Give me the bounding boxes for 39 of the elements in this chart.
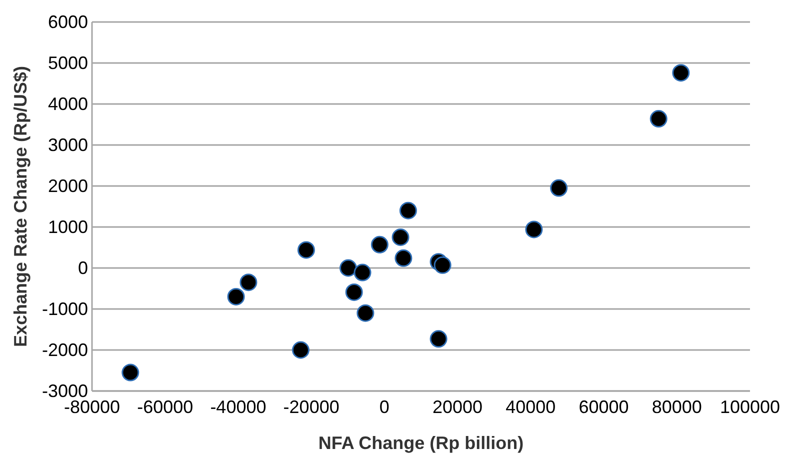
- point: [227, 288, 245, 306]
- y-tick-label: 1000: [48, 217, 88, 237]
- x-tick-label: 60000: [578, 397, 629, 417]
- point: [345, 283, 363, 301]
- point: [394, 249, 412, 267]
- x-tick-label: 100000: [720, 397, 780, 417]
- y-tick-label: 6000: [48, 12, 88, 32]
- x-axis-title: NFA Change (Rp billion): [318, 433, 524, 453]
- y-tick-label: -2000: [42, 340, 88, 360]
- point: [650, 110, 668, 128]
- point: [370, 236, 388, 254]
- x-tick-label: -60000: [137, 397, 194, 417]
- x-tick-label: 20000: [432, 397, 483, 417]
- point: [525, 220, 543, 238]
- x-tick-label: -20000: [283, 397, 340, 417]
- point: [340, 259, 358, 277]
- point: [434, 256, 452, 274]
- point: [240, 274, 258, 292]
- y-tick-label: 2000: [48, 176, 88, 196]
- y-tick-label: 4000: [48, 94, 88, 114]
- y-tick-label: -1000: [42, 299, 88, 319]
- x-tick-label: 40000: [506, 397, 556, 417]
- y-axis-title: Exchange Rate Change (Rp/US$): [10, 66, 30, 348]
- point: [356, 304, 374, 322]
- point: [392, 228, 410, 246]
- point: [399, 202, 417, 220]
- point: [122, 364, 140, 382]
- point: [430, 330, 448, 348]
- point: [297, 241, 315, 259]
- point: [354, 264, 372, 282]
- point: [672, 64, 690, 82]
- x-tick-label: 80000: [652, 397, 702, 417]
- x-tick-label: -40000: [210, 397, 266, 417]
- point: [550, 179, 568, 197]
- x-tick-label: 0: [379, 397, 390, 417]
- y-tick-label: 3000: [48, 135, 88, 155]
- y-tick-label: 0: [78, 258, 88, 278]
- y-tick-label: 5000: [48, 53, 88, 73]
- point: [292, 341, 310, 359]
